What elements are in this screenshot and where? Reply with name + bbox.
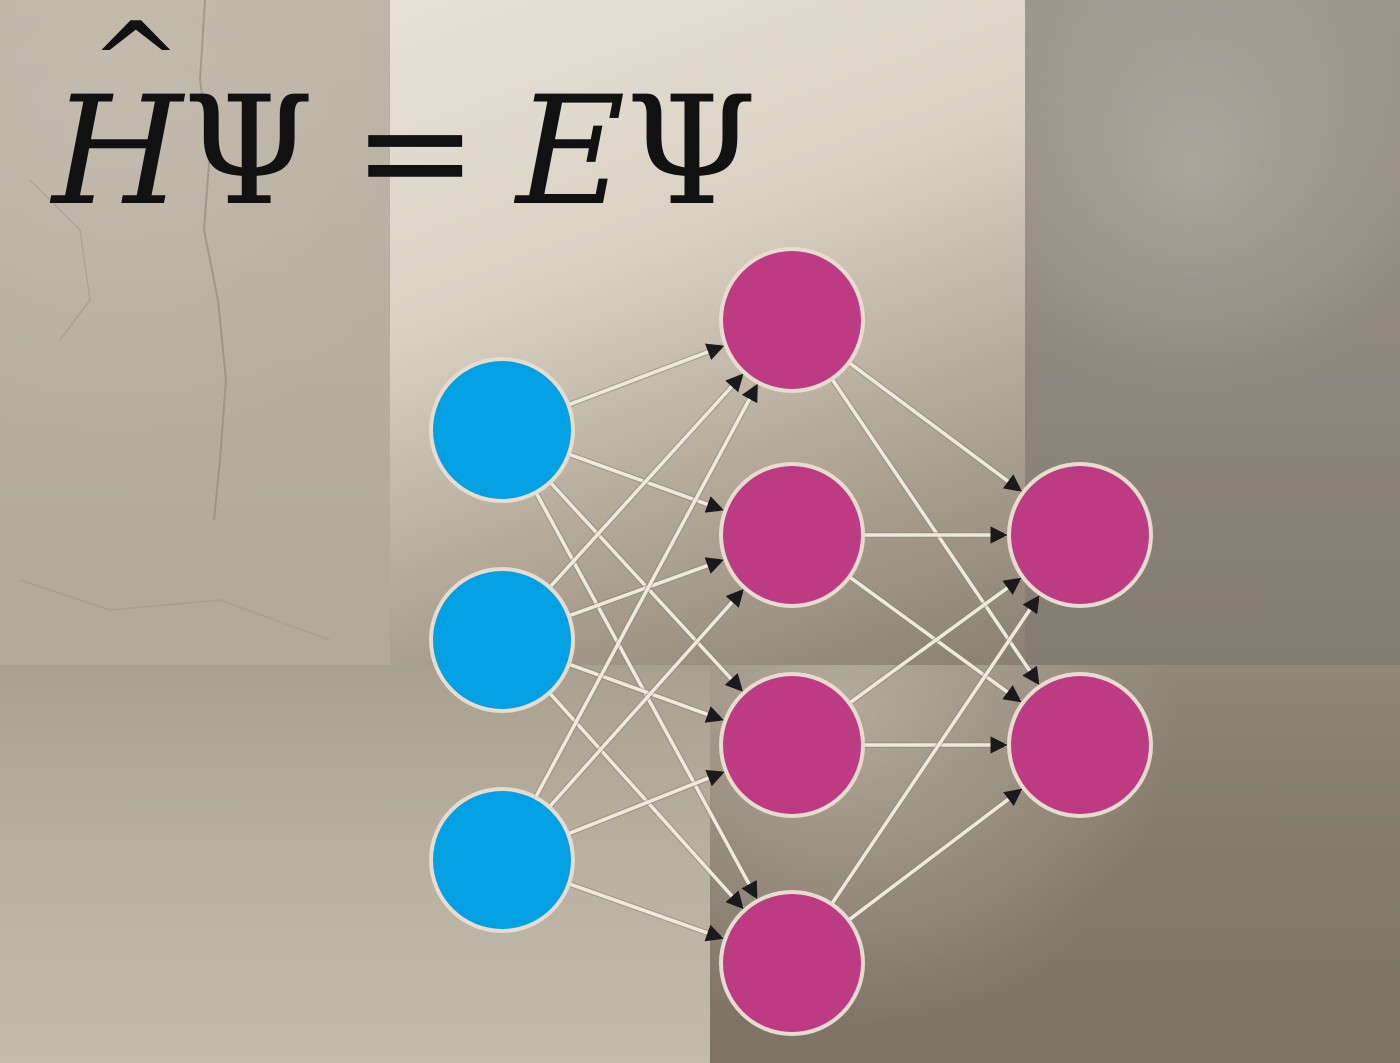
edge-hidden-3-to-output-1 [849,577,1022,704]
background-crack [19,0,331,641]
edge-input-2-to-hidden-3 [569,662,725,723]
hidden-node-1 [723,251,861,389]
input-node-1 [433,361,571,499]
edge-hidden-1-to-output-2 [830,378,1040,686]
edge-hidden-1-to-output-1 [848,361,1023,493]
edge-hidden-4-to-output-1 [830,594,1041,905]
wavefunction-symbol-left: Ψ [182,65,315,239]
wavefunction-symbol-right: Ψ [625,65,758,239]
background-concrete-bottom-left [0,665,710,1063]
input-node-2 [433,571,571,709]
background-concrete-top-left [0,0,390,665]
hidden-node-3 [723,676,861,814]
hidden-node-2 [723,466,861,604]
edge-hidden-4-to-output-2 [848,788,1023,921]
hamiltonian-operator: H ^ [52,7,183,227]
schrodinger-equation: H ^ Ψ = E Ψ [52,7,758,252]
output-node-1 [1011,466,1149,604]
input-node-3 [433,791,571,929]
equals-sign: = [352,65,479,239]
edge-input-2-to-hidden-2 [569,557,725,618]
edge-input-3-to-hidden-2 [548,588,745,808]
hamiltonian-symbol: H [52,65,183,239]
edge-input-2-to-hidden-1 [549,373,744,588]
network-nodes [429,247,1153,1036]
hidden-node-4 [723,894,861,1032]
edge-input-3-to-hidden-1 [534,383,759,798]
energy-symbol: E [516,65,626,239]
edge-input-2-to-hidden-4 [548,692,744,910]
edge-input-3-to-hidden-3 [568,769,725,836]
edge-input-1-to-hidden-1 [568,343,725,407]
background-metal-top-center [390,0,1025,665]
network-edges [533,343,1042,942]
edge-input-3-to-hidden-4 [569,882,724,942]
output-node-2 [1011,676,1149,814]
hat-accent: ^ [89,0,182,126]
